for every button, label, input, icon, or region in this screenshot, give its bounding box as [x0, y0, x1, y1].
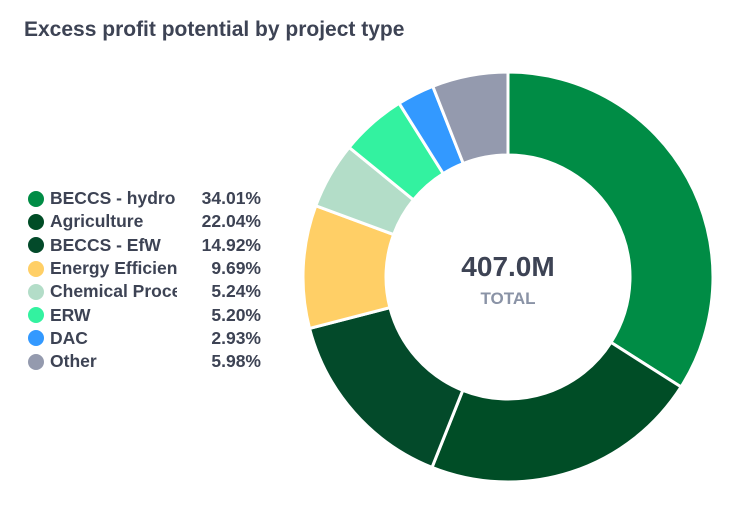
legend-swatch: [28, 330, 44, 347]
legend-item: Agriculture 22.04%: [28, 210, 273, 233]
legend-item: Energy Efficienc 9.69%: [28, 257, 273, 280]
legend-item: BECCS - EfW 14.92%: [28, 234, 273, 257]
legend-label: DAC: [50, 327, 88, 348]
legend-item: DAC 2.93%: [28, 327, 273, 350]
chart-legend: BECCS - hydro 34.01% Agriculture 22.04% BECC…: [28, 187, 273, 373]
center-total-value: 407.0M: [461, 251, 554, 282]
legend-label: Chemical Proce: [50, 281, 177, 302]
legend-item: Other 5.98%: [28, 350, 273, 373]
legend-swatch: [28, 237, 44, 254]
donut-slice[interactable]: [307, 305, 465, 470]
legend-value: 22.04%: [201, 211, 261, 232]
legend-swatch: [28, 353, 44, 370]
donut-slice[interactable]: [430, 70, 510, 166]
legend-value: 14.92%: [201, 234, 261, 255]
legend-value: 9.69%: [211, 258, 261, 279]
legend-label: Energy Efficienc: [50, 258, 177, 279]
legend-label: Other: [50, 351, 97, 372]
legend-value: 5.24%: [211, 281, 261, 302]
legend-swatch: [28, 307, 44, 324]
legend-value: 2.93%: [211, 327, 261, 348]
legend-label: BECCS - hydro: [50, 188, 176, 209]
legend-item: BECCS - hydro 34.01%: [28, 187, 273, 210]
legend-value: 5.98%: [211, 351, 261, 372]
legend-swatch: [28, 283, 44, 300]
legend-swatch: [28, 213, 44, 230]
legend-label: ERW: [50, 304, 91, 325]
legend-value: 34.01%: [201, 188, 261, 209]
center-total-label: TOTAL: [480, 289, 535, 308]
legend-value: 5.20%: [211, 304, 261, 325]
legend-swatch: [28, 190, 44, 207]
donut-slice[interactable]: [430, 340, 684, 484]
legend-item: Chemical Proce 5.24%: [28, 280, 273, 303]
donut-slice[interactable]: [506, 70, 715, 389]
legend-item: ERW 5.20%: [28, 303, 273, 326]
legend-label: Agriculture: [50, 211, 144, 232]
legend-swatch: [28, 260, 44, 277]
legend-label: BECCS - EfW: [50, 234, 161, 255]
chart-title: Excess profit potential by project type: [24, 18, 405, 41]
